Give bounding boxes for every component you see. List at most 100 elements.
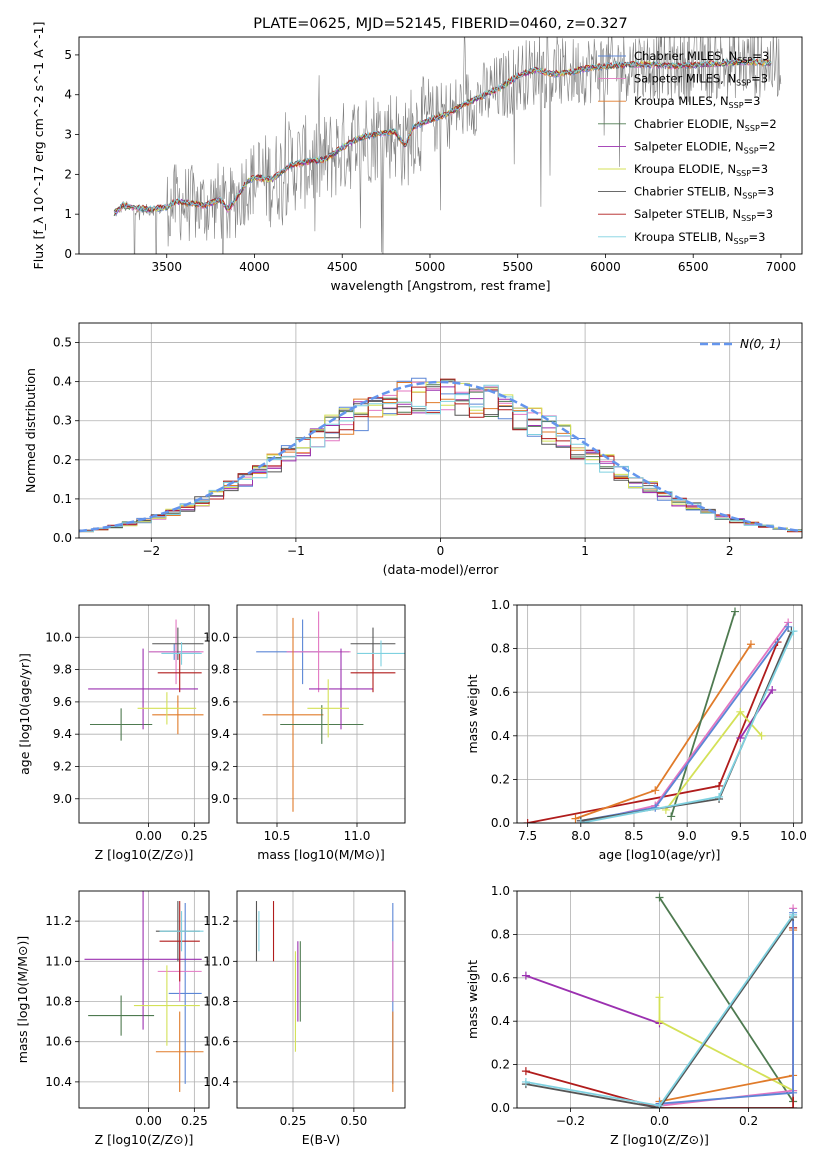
y-axis-label: mass [log10(M/M⊙)] [15, 936, 30, 1064]
x-tick-label: 3500 [151, 260, 182, 274]
y-axis-label: Normed distribution [23, 368, 38, 493]
x-tick-label: 0.25 [280, 1114, 307, 1128]
legend-value: =3 [756, 207, 773, 221]
y-tick-label: 11.2 [45, 914, 72, 928]
mass-weight-marker [731, 607, 740, 616]
y-tick-label: 2 [64, 167, 72, 181]
y-tick-label: 0.0 [491, 816, 510, 830]
y-tick-label: 10.4 [45, 1075, 72, 1089]
mass-weight-marker [576, 819, 585, 823]
legend-value: =2 [760, 117, 777, 131]
mass-weight-line [525, 916, 794, 1108]
y-tick-label: 11.0 [203, 954, 230, 968]
y-tick-label: 9.0 [211, 792, 230, 806]
y-tick-label: 9.6 [211, 695, 230, 709]
legend-value: =3 [751, 72, 768, 86]
mass-weight-marker [521, 1067, 530, 1076]
legend-subscript: SSP [742, 192, 757, 201]
y-tick-label: 9.4 [211, 727, 230, 741]
legend-text: Chabrier MILES, N [634, 49, 737, 63]
x-tick-label: −2 [142, 544, 160, 558]
axes-frame [516, 604, 803, 824]
y-tick-label: 4 [64, 88, 72, 102]
x-tick-label: 4500 [327, 260, 358, 274]
x-axis-label: Z [log10(Z/Z⊙)] [95, 1132, 194, 1147]
mass-weight-marker [784, 622, 793, 631]
y-axis-label: Flux [f_λ 10^-17 erg cm^-2 s^-1 A^-1] [31, 22, 46, 270]
y-axis-label: mass weight [465, 674, 480, 753]
y-tick-label: 9.2 [53, 759, 72, 773]
legend-subscript: SSP [737, 56, 752, 65]
mass-weight-marker [655, 1017, 664, 1026]
y-tick-label: 0.1 [53, 492, 72, 506]
y-tick-label: 0.8 [491, 642, 510, 656]
legend-text: Chabrier STELIB, N [634, 185, 742, 199]
x-tick-label: 7.5 [518, 829, 537, 843]
x-tick-label: 10.5 [264, 829, 291, 843]
y-axis-label: mass weight [465, 960, 480, 1039]
x-tick-label: 0.0 [650, 1114, 669, 1128]
mass-weight-marker [655, 893, 664, 902]
legend-subscript: SSP [736, 79, 751, 88]
mass-weight-line [670, 611, 736, 817]
x-tick-label: 1 [581, 544, 589, 558]
legend-subscript: SSP [741, 214, 756, 223]
axes-frame [78, 322, 803, 539]
x-tick-label: 8.5 [624, 829, 643, 843]
plot-area [255, 901, 394, 1092]
y-tick-label: 0.2 [491, 772, 510, 786]
y-tick-label: 0.6 [491, 971, 510, 985]
mass-weight-marker [521, 971, 530, 980]
legend-text: Salpeter ELODIE, N [634, 139, 744, 153]
legend-text: Chabrier ELODIE, N [634, 117, 745, 131]
age-vs-metallicity-panel: 0.00 0.25 9.0 9.2 9.4 9.6 9.8 10.0 Z [log10(Z/Z⊙… [17, 604, 210, 862]
axes-frame [78, 36, 803, 255]
mass-weight-line [525, 974, 660, 1025]
axes-frame [236, 604, 406, 824]
x-tick-label: 0.00 [135, 1114, 162, 1128]
x-tick-label: 6000 [590, 260, 621, 274]
x-axis-label: wavelength [Angstrom, rest frame] [330, 278, 550, 293]
axes-frame [236, 890, 406, 1109]
legend-label: Salpeter ELODIE, NSSP=2 [634, 139, 776, 155]
y-tick-label: 9.8 [53, 663, 72, 677]
y-tick-label: 0.4 [491, 1014, 510, 1028]
plot-area [88, 619, 204, 741]
mass-weight-marker [736, 707, 745, 716]
chart-title: PLATE=0625, MJD=52145, FIBERID=0460, z=0… [253, 16, 627, 32]
y-tick-label: 0.2 [491, 1058, 510, 1072]
x-tick-label: 7000 [766, 260, 797, 274]
model-spectrum-line [113, 58, 772, 214]
legend-label: Kroupa MILES, NSSP=3 [634, 94, 760, 110]
legend-subscript: SSP [736, 169, 751, 178]
y-tick-label: 0 [64, 247, 72, 261]
x-tick-label: 9.0 [678, 829, 697, 843]
y-tick-label: 9.2 [211, 759, 230, 773]
y-tick-label: 0.0 [53, 531, 72, 545]
x-axis-label: Z [log10(Z/Z⊙)] [610, 1132, 709, 1147]
mass-weight-marker [746, 640, 755, 649]
axes-frame [516, 890, 803, 1109]
mass-weight-marker [523, 819, 532, 823]
x-axis-label: mass [log10(M/M⊙)] [257, 847, 385, 862]
y-tick-label: 5 [64, 48, 72, 62]
legend-subscript: SSP [729, 101, 744, 110]
y-tick-label: 1.0 [491, 598, 510, 612]
legend-value: =3 [757, 185, 774, 199]
y-tick-label: 0.0 [491, 1101, 510, 1115]
x-tick-label: 6500 [678, 260, 709, 274]
legend-text: Kroupa ELODIE, N [634, 162, 736, 176]
legend-text: Kroupa STELIB, N [634, 230, 734, 244]
plot-area [113, 37, 782, 254]
legend-label: Salpeter MILES, NSSP=3 [634, 72, 768, 88]
plot-area [84, 891, 204, 1092]
mass-weight-marker [789, 1104, 798, 1108]
mass-weight-marker [736, 733, 745, 742]
model-spectrum-line [113, 58, 772, 215]
legend-text: Kroupa MILES, N [634, 94, 729, 108]
x-tick-label: 4000 [239, 260, 270, 274]
y-tick-label: 11.0 [45, 954, 72, 968]
x-tick-label: −0.2 [556, 1114, 585, 1128]
y-tick-label: 10.8 [203, 995, 230, 1009]
y-tick-label: 11.2 [203, 914, 230, 928]
